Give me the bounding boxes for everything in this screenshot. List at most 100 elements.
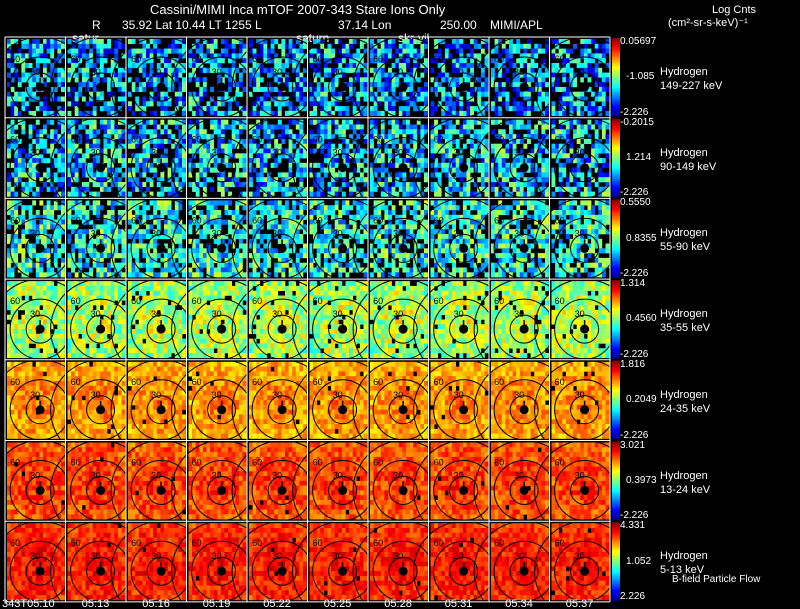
planet-marker: [580, 82, 590, 92]
heatmap-panel: 30 60: [231, 520, 333, 609]
contour-label: 30: [30, 67, 40, 77]
planet-marker: [35, 405, 45, 415]
colorbar-mid: 0.4560: [626, 313, 657, 325]
contour-label: 30: [151, 471, 161, 481]
contour-line: [388, 153, 418, 183]
planet-marker: [35, 486, 45, 495]
colorbar: [612, 118, 620, 198]
contour-label: 30: [333, 551, 343, 561]
contour-line: [570, 233, 600, 263]
heatmap-panel: 30 60: [50, 117, 152, 219]
planet-marker: [580, 324, 590, 334]
planet-marker: [519, 243, 529, 253]
heatmap-panel: 30 60: [231, 278, 333, 380]
colorbar: [612, 441, 620, 521]
heatmap-panel: 30 60: [171, 278, 273, 380]
contour-label: 30: [575, 148, 585, 158]
contour-label: 30: [30, 309, 40, 319]
contour-line: [86, 476, 116, 505]
planet-marker: [217, 566, 227, 576]
contour-label: 60: [555, 458, 565, 468]
planet-marker: [156, 486, 166, 495]
planet-marker: [519, 486, 529, 495]
contour-label: 30: [151, 309, 161, 319]
contour-line: [25, 395, 55, 425]
contour-label: 60: [494, 296, 504, 306]
species-label: Hydrogen: [660, 308, 708, 321]
contour-line: [449, 476, 479, 505]
planet-marker: [277, 324, 287, 334]
chart-title: Cassini/MIMI Inca mTOF 2007-343 Stare Io…: [150, 2, 446, 17]
colorbar-max: 1.816: [620, 358, 646, 370]
contour-label: 30: [514, 148, 524, 158]
colorbar: [612, 280, 620, 359]
planet-marker: [277, 566, 287, 576]
contour-label: 60: [494, 215, 504, 225]
contour-label: 60: [10, 296, 20, 306]
planet-marker: [519, 566, 529, 576]
contour-label: 30: [514, 67, 524, 77]
contour-label: 60: [555, 135, 565, 145]
planet-marker: [459, 82, 469, 92]
energy-label: 5-13 keV: [660, 564, 705, 577]
contour-label: 60: [192, 135, 202, 145]
contour-line: [267, 72, 297, 102]
contour-label: 60: [373, 54, 383, 64]
lat-lt-readout: 35.92 Lat 10.44 LT 1255 L: [122, 18, 262, 32]
contour-label: 60: [494, 54, 504, 64]
contour-label: 30: [91, 390, 101, 400]
time-tick: 05:28: [384, 598, 412, 609]
planet-marker: [96, 243, 106, 253]
contour-label: 60: [373, 377, 383, 387]
contour-label: 60: [373, 538, 383, 548]
contour-line: [25, 556, 55, 586]
time-tick: 05:13: [82, 598, 110, 609]
contour-line: [509, 233, 539, 263]
contour-line: [86, 314, 116, 344]
heatmap-panel: 30 60: [413, 278, 515, 380]
heatmap-panel: 30 60: [231, 36, 333, 138]
contour-label: 60: [71, 458, 81, 468]
planet-marker: [277, 405, 287, 415]
contour-line: [570, 556, 600, 586]
heatmap-panel: 30 60: [534, 117, 636, 219]
planet-marker: [580, 566, 590, 576]
contour-label: 60: [192, 54, 202, 64]
time-tick: 05:31: [445, 598, 473, 609]
contour-line: [570, 395, 600, 425]
contour-label: 60: [131, 458, 141, 468]
heatmap-panel: 30 60: [352, 520, 454, 609]
planet-marker: [338, 566, 348, 576]
contour-line: [449, 72, 479, 102]
colorbar-min: 2.226: [620, 590, 646, 602]
heatmap-panel: 30 60: [50, 278, 152, 380]
heatmap-panel: 30 60: [473, 278, 575, 380]
planet-marker: [277, 163, 287, 173]
contour-line: [207, 72, 237, 102]
heatmap-panel: 30 60: [110, 36, 212, 138]
planet-marker: [96, 82, 106, 92]
contour-line: [267, 233, 297, 263]
contour-label: 60: [10, 377, 20, 387]
contour-line: [25, 153, 55, 183]
planet-marker: [156, 243, 166, 253]
contour-line: [146, 72, 176, 102]
contour-label: 30: [333, 309, 343, 319]
planet-marker: [398, 566, 408, 576]
contour-line: [25, 233, 55, 263]
contour-label: 30: [91, 67, 101, 77]
contour-line: [570, 153, 600, 183]
colorbar: [612, 199, 620, 279]
time-tick-start: 343T05:10: [2, 598, 55, 609]
contour-label: 60: [71, 377, 81, 387]
heatmap-panel: 30 60: [231, 117, 333, 219]
heatmap-panel: 30 60: [110, 359, 212, 461]
contour-label: 30: [454, 390, 464, 400]
contour-label: 30: [575, 471, 585, 481]
heatmap-panel: 30 60: [171, 36, 273, 138]
contour-label: 60: [71, 54, 81, 64]
heatmap-panel: 30 60: [231, 440, 333, 541]
contour-label: 30: [454, 551, 464, 561]
energy-label: 55-90 keV: [660, 241, 711, 254]
heatmap-panel: 30 60: [473, 440, 575, 541]
